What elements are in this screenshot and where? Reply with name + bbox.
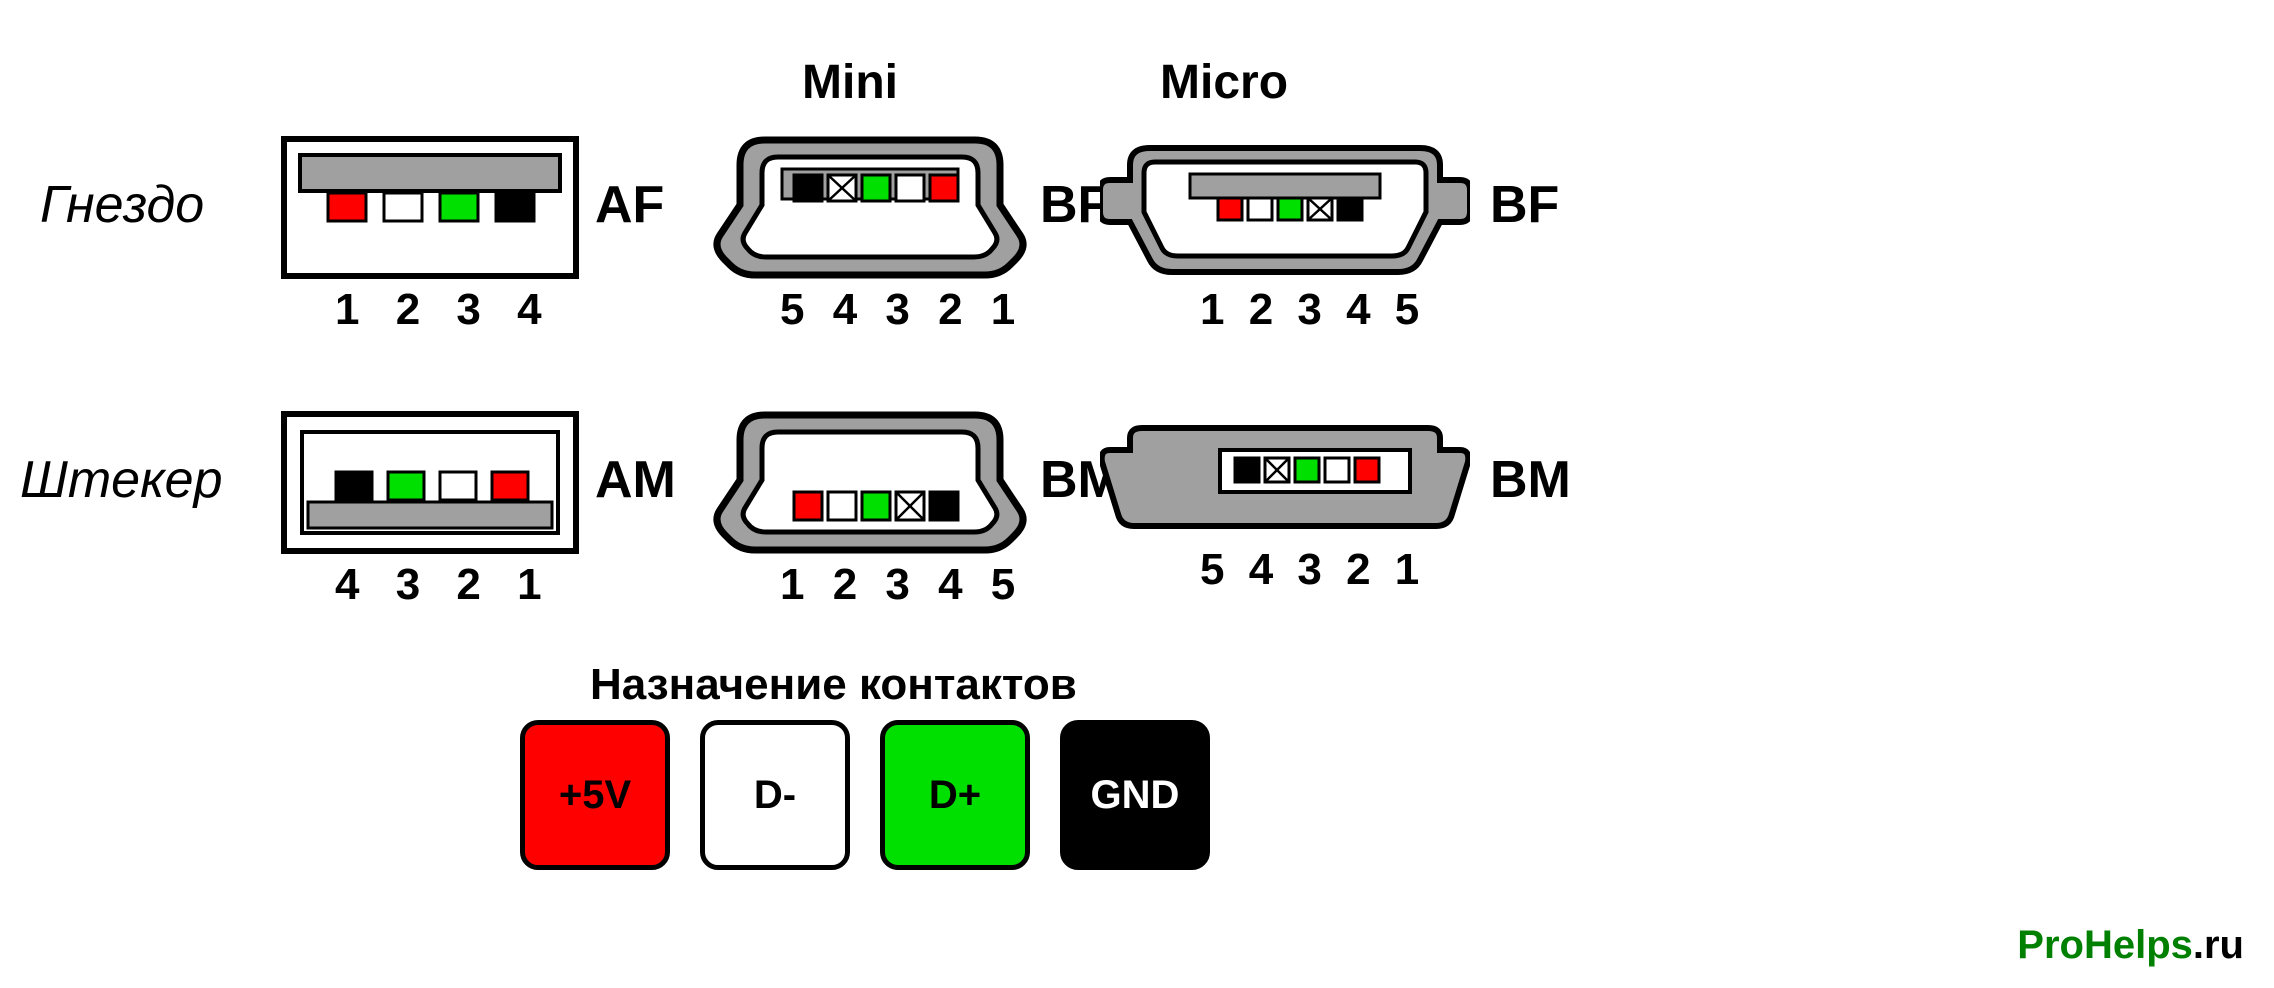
type-label-micro-bf: BF [1490,175,1559,235]
row-label-socket: Гнездо [40,175,204,235]
legend-box-d: D- [700,720,850,870]
legend-box-d: D+ [880,720,1030,870]
type-label-am: AM [595,450,676,510]
type-label-af: AF [595,175,664,235]
pin-numbers-mini-bf: 5 4 3 2 1 [780,285,1023,335]
watermark-tld: .ru [2193,923,2244,967]
connector-am [280,410,580,560]
pin-numbers-mini-bm: 1 2 3 4 5 [780,560,1023,610]
pin-numbers-micro-bm: 5 4 3 2 1 [1200,545,1425,595]
legend-row: +5VD-D+GND [520,720,1210,870]
type-label-micro-bm: BM [1490,450,1571,510]
column-header-micro: Micro [1160,55,1288,110]
watermark-brand: ProHelps [2017,923,2193,967]
pin-numbers-af: 1 2 3 4 [335,285,554,335]
legend-box-5v: +5V [520,720,670,870]
watermark: ProHelps.ru [2017,923,2244,968]
legend-box-gnd: GND [1060,720,1210,870]
connector-micro-bf [1100,140,1470,285]
pin-numbers-micro-bf: 1 2 3 4 5 [1200,285,1425,335]
pin-numbers-am: 4 3 2 1 [335,560,554,610]
row-label-plug: Штекер [20,450,223,510]
connector-micro-bm [1100,420,1470,545]
column-header-mini: Mini [802,55,898,110]
connector-mini-bm [710,400,1030,565]
connector-mini-bf [710,125,1030,290]
connector-af [280,135,580,285]
type-label-mini-bf: BF [1040,175,1109,235]
legend-title: Назначение контактов [590,660,1077,710]
